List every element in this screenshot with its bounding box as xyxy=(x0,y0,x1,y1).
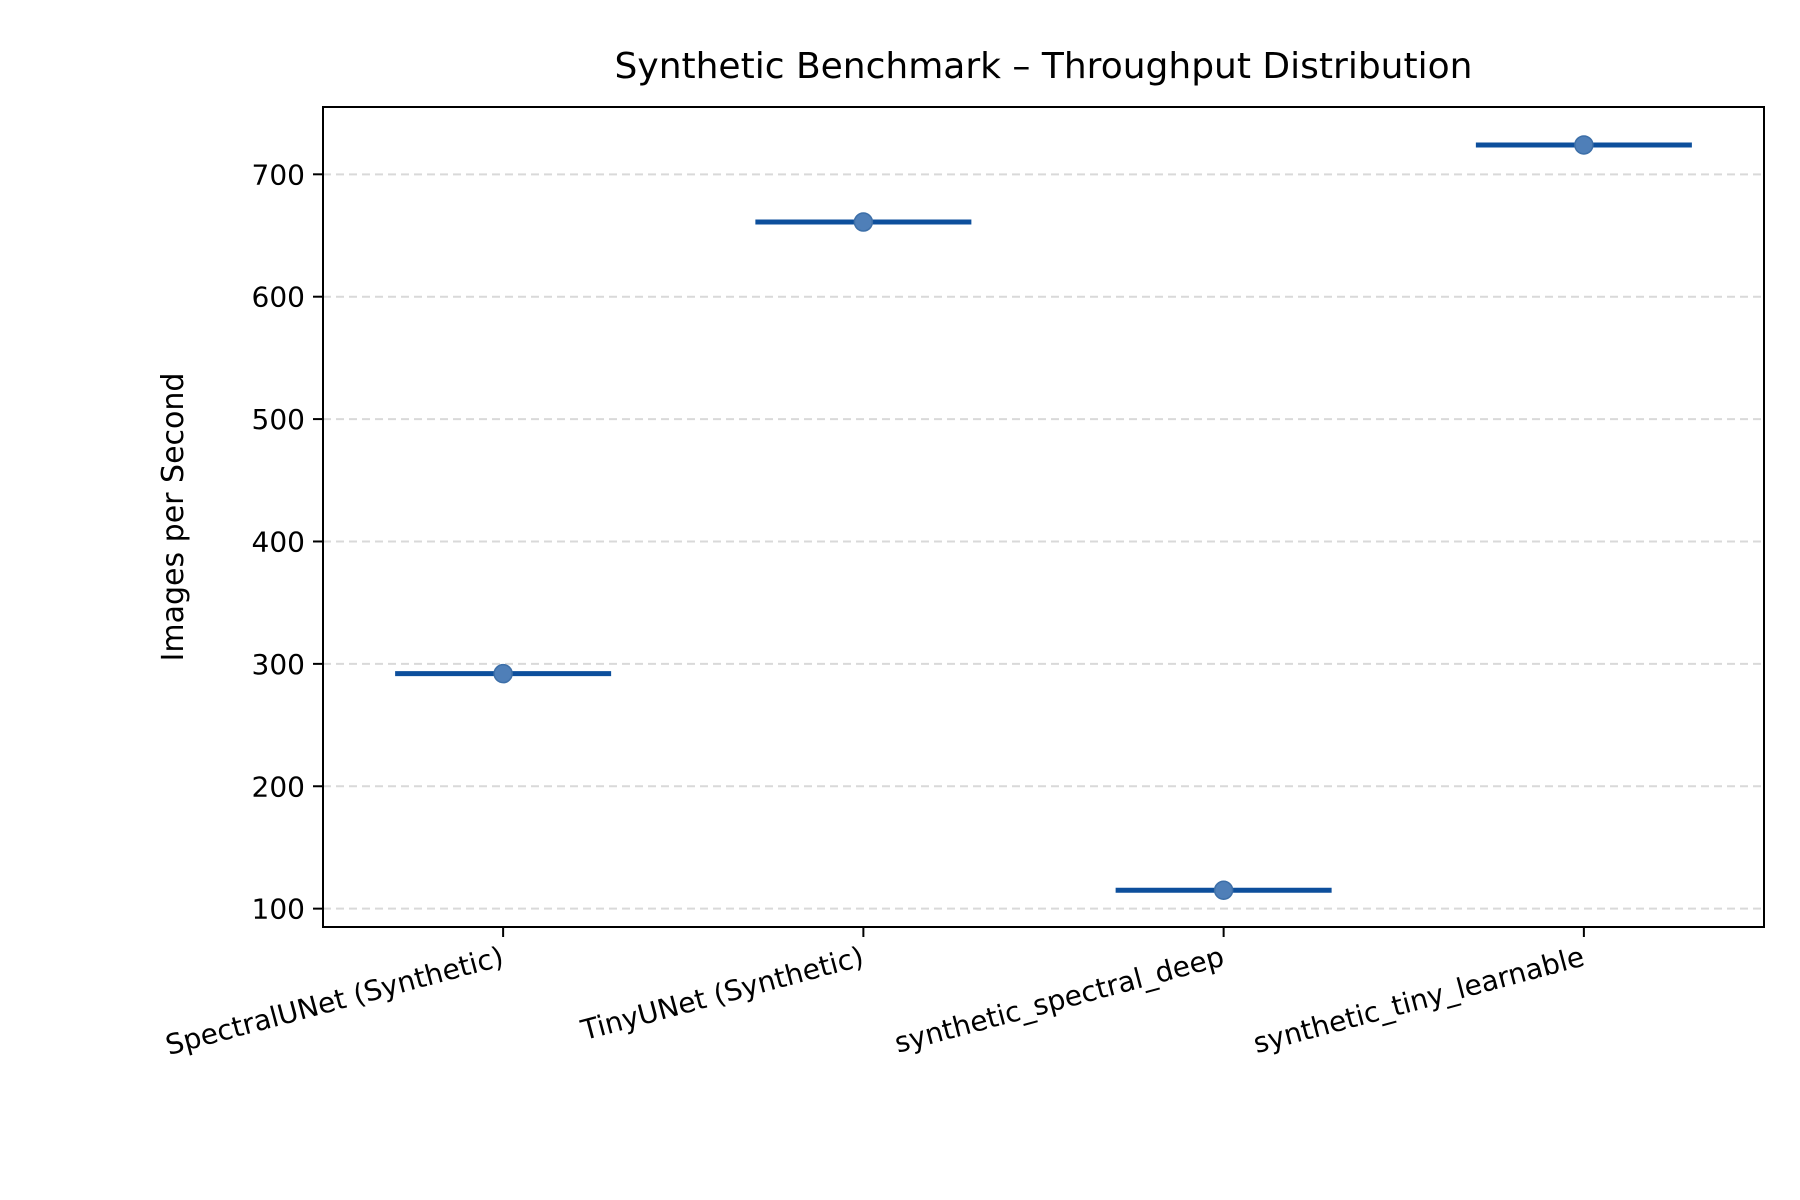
y-tick-label: 400 xyxy=(252,525,305,558)
x-tick-label: synthetic_spectral_deep xyxy=(891,940,1227,1060)
data-point xyxy=(1574,135,1594,155)
data-point xyxy=(853,212,874,232)
y-tick-label: 100 xyxy=(252,893,305,926)
y-tick-label: 500 xyxy=(252,403,305,436)
y-tick-label: 200 xyxy=(252,770,305,803)
grid-layer xyxy=(323,173,1764,910)
data-point xyxy=(1213,880,1234,901)
y-tick-label: 300 xyxy=(252,648,305,681)
plot-frame xyxy=(322,106,1765,928)
y-tick-label: 700 xyxy=(252,158,305,191)
x-tick-label: SpectralUNet (Synthetic) xyxy=(162,940,507,1062)
x-tick-label: TinyUNet (Synthetic) xyxy=(577,940,868,1047)
marks-layer xyxy=(395,135,1692,901)
y-axis-label: Images per Second xyxy=(156,373,191,662)
chart-title: Synthetic Benchmark – Throughput Distrib… xyxy=(615,46,1473,87)
y-tick-label: 600 xyxy=(252,281,305,314)
x-tick-label: synthetic_tiny_learnable xyxy=(1250,940,1588,1060)
data-point xyxy=(493,663,513,684)
